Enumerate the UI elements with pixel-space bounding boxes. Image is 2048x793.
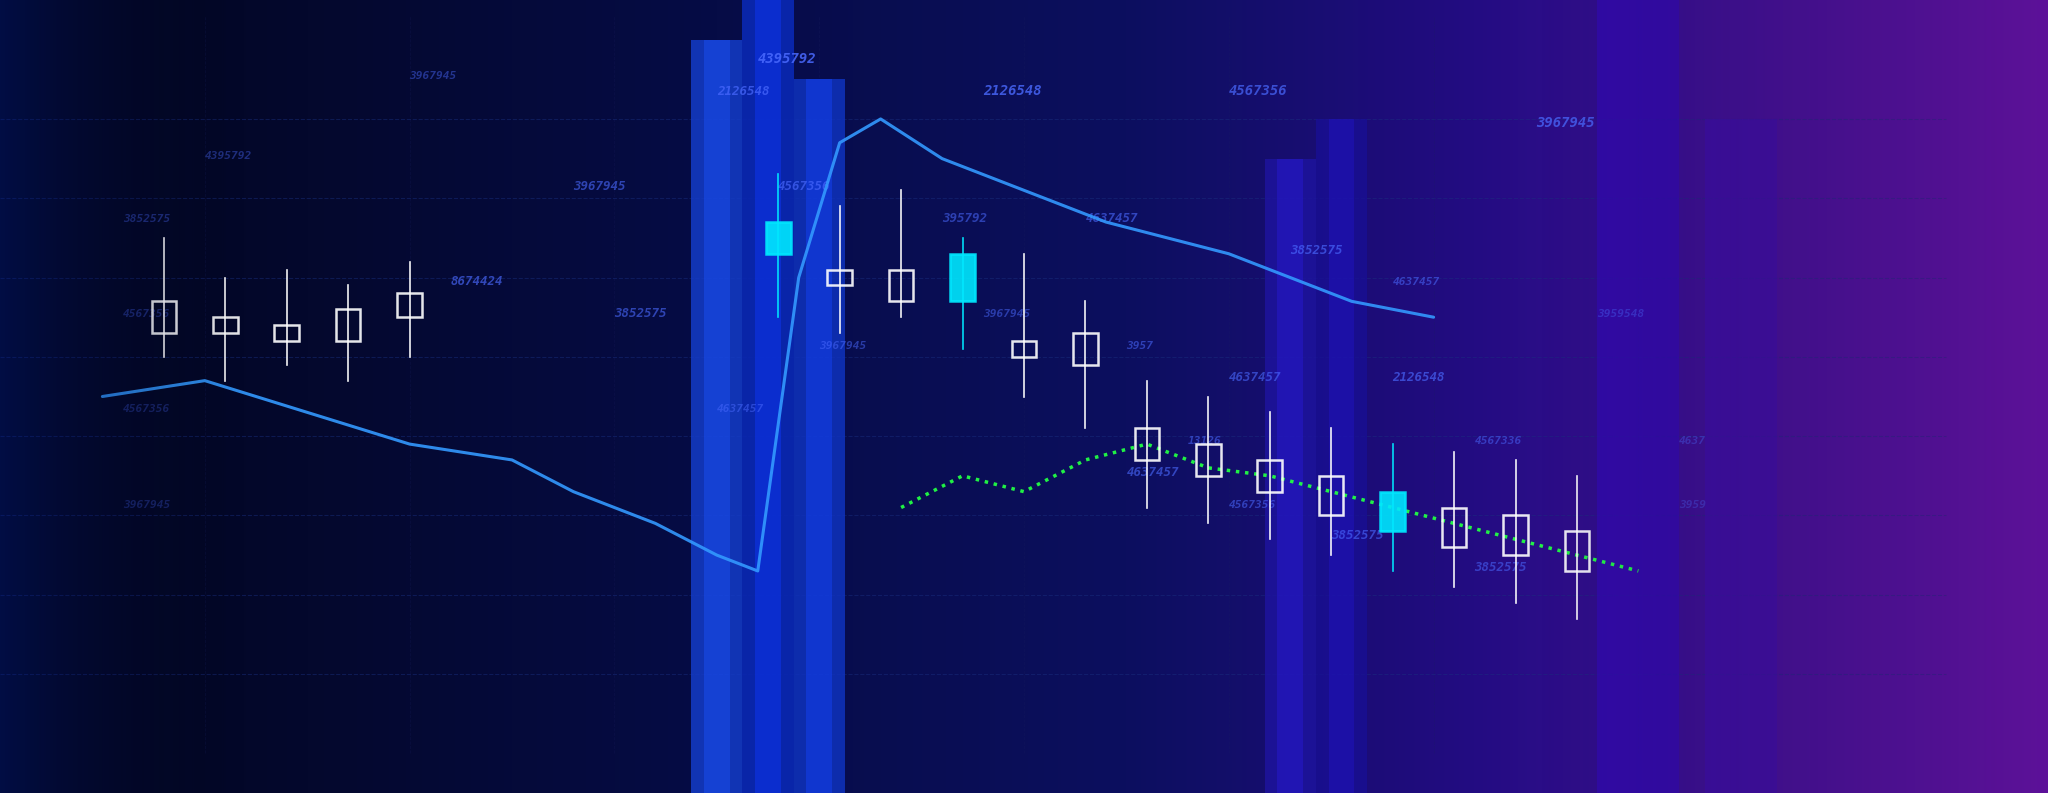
Bar: [1196, 444, 1221, 476]
Bar: [1704, 119, 1778, 793]
Text: 3967945: 3967945: [123, 500, 170, 510]
Text: 3852575: 3852575: [1475, 561, 1528, 574]
Text: 4395792: 4395792: [758, 52, 817, 67]
Text: 4567356: 4567356: [1229, 84, 1288, 98]
Bar: [889, 270, 913, 301]
Text: 3967945: 3967945: [410, 71, 457, 82]
Bar: [807, 79, 831, 793]
Text: 4637457: 4637457: [1126, 465, 1180, 479]
Bar: [152, 301, 176, 333]
Text: 3959: 3959: [1679, 500, 1706, 510]
Bar: [1442, 508, 1466, 547]
Bar: [1012, 341, 1036, 357]
Bar: [1565, 531, 1589, 571]
Text: 2126548: 2126548: [983, 84, 1042, 98]
Text: 4637457: 4637457: [1229, 370, 1282, 384]
Bar: [1266, 159, 1317, 793]
Text: 3967945: 3967945: [1536, 116, 1595, 130]
Text: 3852575: 3852575: [1290, 243, 1343, 257]
Text: 3852575: 3852575: [614, 307, 668, 320]
Bar: [1278, 159, 1303, 793]
Text: 3967945: 3967945: [983, 309, 1030, 320]
Bar: [1329, 119, 1354, 793]
Text: 3967945: 3967945: [819, 341, 866, 351]
Text: 4567356: 4567356: [123, 404, 170, 415]
Bar: [1597, 0, 1679, 793]
Bar: [1319, 476, 1343, 515]
Text: 3967945: 3967945: [573, 180, 627, 193]
Text: 4567336: 4567336: [1475, 436, 1522, 446]
Text: 3852575: 3852575: [123, 214, 170, 224]
Text: 4567356: 4567356: [123, 309, 170, 320]
Bar: [827, 270, 852, 285]
Bar: [1380, 492, 1405, 531]
Text: 4637457: 4637457: [1085, 212, 1139, 225]
Bar: [690, 40, 741, 793]
Bar: [766, 222, 791, 254]
Bar: [705, 40, 729, 793]
Text: 4637457: 4637457: [717, 404, 764, 415]
Bar: [741, 0, 795, 793]
Bar: [1317, 119, 1368, 793]
Text: 4567356: 4567356: [1229, 500, 1276, 510]
Bar: [795, 79, 846, 793]
Text: 4567356: 4567356: [778, 180, 831, 193]
Text: 2126548: 2126548: [717, 85, 770, 98]
Bar: [397, 293, 422, 317]
Text: 13126: 13126: [1188, 436, 1221, 446]
Bar: [1135, 428, 1159, 460]
Text: 3957: 3957: [1126, 341, 1153, 351]
Text: 4637457: 4637457: [1393, 278, 1440, 288]
Bar: [1503, 515, 1528, 555]
Text: 395792: 395792: [942, 212, 987, 225]
Bar: [1257, 460, 1282, 492]
Bar: [950, 254, 975, 301]
Text: 8674424: 8674424: [451, 275, 504, 289]
Bar: [213, 317, 238, 333]
Bar: [274, 325, 299, 341]
Text: 2126548: 2126548: [1393, 370, 1446, 384]
Bar: [1073, 333, 1098, 365]
Text: 3959548: 3959548: [1597, 309, 1645, 320]
Bar: [336, 309, 360, 341]
Bar: [756, 0, 780, 793]
Text: 3852575: 3852575: [1331, 529, 1384, 542]
Text: 4637: 4637: [1679, 436, 1706, 446]
Text: 4395792: 4395792: [205, 151, 252, 161]
